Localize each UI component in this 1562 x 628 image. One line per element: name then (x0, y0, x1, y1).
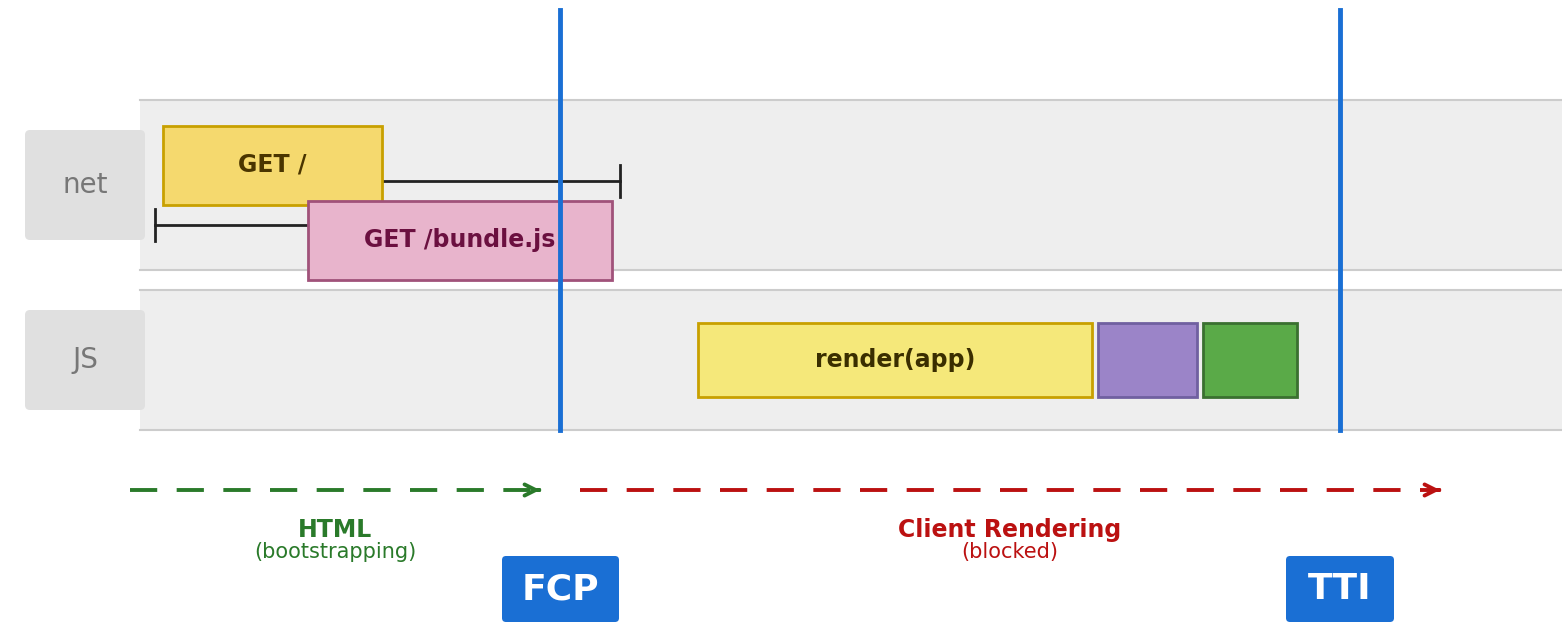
FancyBboxPatch shape (141, 290, 1562, 430)
Text: TTI: TTI (1309, 572, 1371, 606)
FancyBboxPatch shape (1098, 323, 1196, 397)
Text: render(app): render(app) (815, 348, 975, 372)
FancyBboxPatch shape (308, 200, 612, 279)
FancyBboxPatch shape (1203, 323, 1296, 397)
FancyBboxPatch shape (162, 126, 383, 205)
FancyBboxPatch shape (141, 100, 1562, 270)
Text: GET /bundle.js: GET /bundle.js (364, 228, 556, 252)
Text: (blocked): (blocked) (962, 542, 1059, 562)
FancyBboxPatch shape (25, 310, 145, 410)
FancyBboxPatch shape (698, 323, 1092, 397)
FancyBboxPatch shape (501, 556, 619, 622)
Text: FCP: FCP (522, 572, 600, 606)
Text: HTML: HTML (298, 518, 372, 542)
FancyBboxPatch shape (25, 130, 145, 240)
Text: (bootstrapping): (bootstrapping) (255, 542, 415, 562)
FancyBboxPatch shape (1286, 556, 1393, 622)
Text: net: net (62, 171, 108, 199)
Text: GET /: GET / (239, 153, 306, 177)
Text: Client Rendering: Client Rendering (898, 518, 1122, 542)
Text: JS: JS (72, 346, 98, 374)
